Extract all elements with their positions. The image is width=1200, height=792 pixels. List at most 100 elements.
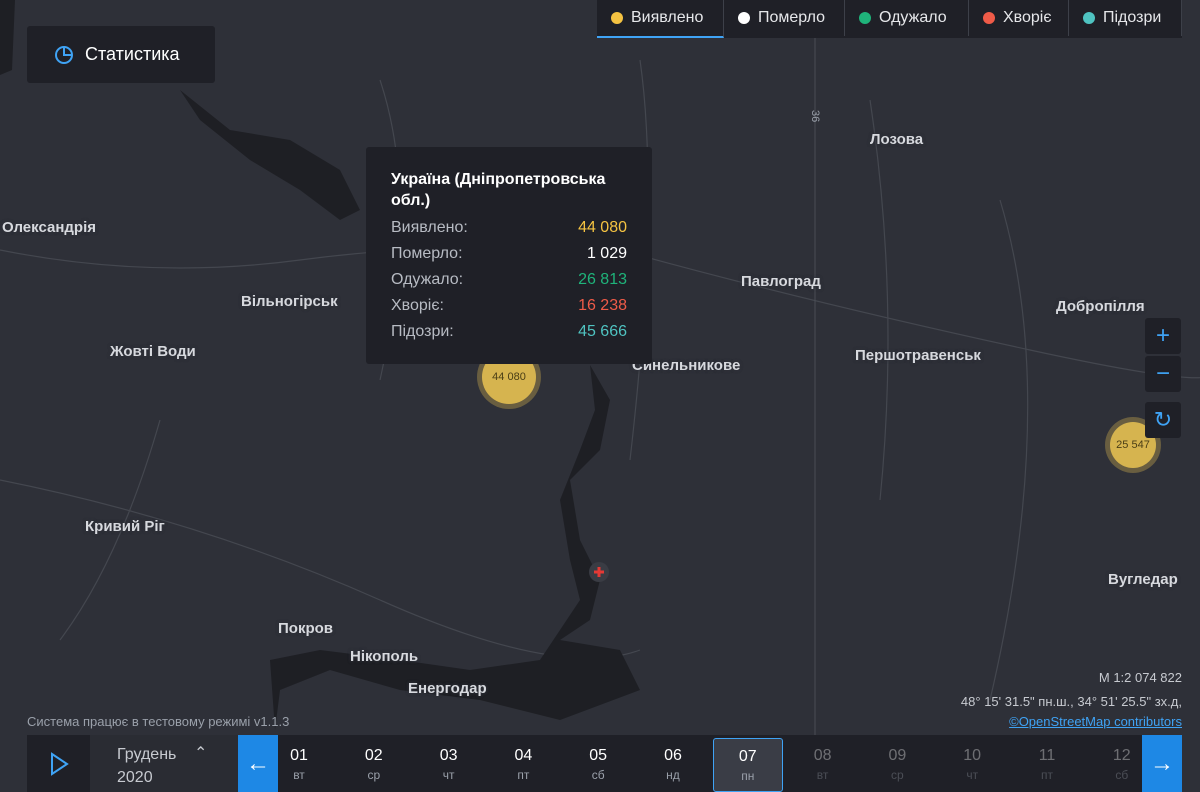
- weekday: сб: [591, 768, 605, 782]
- tooltip-row: Підозри: 45 666: [391, 323, 627, 341]
- row-value: 16 238: [578, 297, 627, 314]
- row-label: Виявлено:: [391, 219, 468, 236]
- day: 11 пт: [1012, 735, 1082, 792]
- zoom-out[interactable]: −: [1145, 356, 1181, 392]
- legend-dot: [611, 12, 623, 24]
- weekday: пт: [517, 768, 530, 782]
- legend-label: Хворіє: [1003, 9, 1052, 26]
- legend-label: Підозри: [1103, 9, 1162, 26]
- weekday: ср: [891, 768, 904, 782]
- day-number: 08: [813, 747, 832, 764]
- day-number: 10: [963, 747, 982, 764]
- row-label: Одужало:: [391, 271, 464, 288]
- tooltip-row: Хворіє: 16 238: [391, 297, 627, 315]
- place-label: Вільногірськ: [241, 293, 338, 310]
- legend-dot: [983, 12, 995, 24]
- day[interactable]: 06 нд: [638, 735, 708, 792]
- day-number: 01: [290, 747, 308, 764]
- legend-item[interactable]: Померло: [724, 0, 845, 36]
- legend-label: Виявлено: [631, 9, 704, 26]
- year: 2020: [117, 769, 153, 786]
- place-label: Покров: [278, 620, 333, 637]
- attribution[interactable]: ©OpenStreetMap contributors: [1009, 714, 1182, 729]
- row-value: 45 666: [578, 323, 627, 340]
- reset-button[interactable]: ↻: [1145, 402, 1181, 438]
- zoom-in[interactable]: +: [1145, 318, 1181, 354]
- tooltip-row: Виявлено: 44 080: [391, 219, 627, 237]
- stats-icon: [55, 45, 73, 64]
- day: 12 сб: [1087, 735, 1157, 792]
- legend-item[interactable]: Хворіє: [969, 0, 1069, 36]
- day-number: 12: [1112, 747, 1131, 764]
- weekday: сб: [1115, 768, 1129, 782]
- legend-item[interactable]: Одужало: [845, 0, 969, 36]
- day-number: 03: [439, 747, 458, 764]
- play-icon: [50, 751, 69, 776]
- day[interactable]: 05 сб: [563, 735, 633, 792]
- place-label: Лозова: [870, 131, 924, 148]
- day-number: 06: [664, 747, 682, 764]
- month: Грудень: [117, 746, 177, 763]
- scale: М 1:2 074 822: [1098, 670, 1182, 685]
- weekday: вт: [293, 768, 305, 782]
- place-label: Добропілля: [1056, 298, 1145, 315]
- place-label: Першотравенськ: [855, 347, 981, 364]
- day: 08 вт: [788, 735, 858, 792]
- day[interactable]: 03 чт: [414, 735, 484, 792]
- weekday: нд: [666, 768, 680, 782]
- row-value: 1 029: [586, 245, 627, 262]
- day-number: 07: [738, 748, 757, 765]
- tooltip-row: Одужало: 26 813: [391, 271, 627, 289]
- tooltip-row: Померло: 1 029: [391, 245, 627, 263]
- prev-button[interactable]: ←: [238, 735, 278, 792]
- month-picker[interactable]: Грудень 2020 ⌃: [90, 735, 238, 792]
- next-button[interactable]: →: [1142, 735, 1182, 792]
- legend-label: Одужало: [879, 9, 947, 26]
- place-label: Кривий Ріг: [85, 518, 165, 535]
- day: 10 чт: [937, 735, 1007, 792]
- road-label: 36: [809, 110, 821, 122]
- chevron: ⌃: [194, 745, 208, 762]
- weekday: пн: [741, 769, 755, 783]
- day[interactable]: 04 пт: [488, 735, 558, 792]
- tooltip-title: Україна (Дніпропетровська обл.): [391, 171, 606, 209]
- place-label: Олександрія: [2, 219, 96, 236]
- stats-label: Статистика: [85, 44, 180, 64]
- row-label: Померло:: [391, 245, 463, 262]
- day: 09 ср: [862, 735, 932, 792]
- legend-dot: [859, 12, 871, 24]
- legend-dot: [1083, 12, 1095, 24]
- day[interactable]: 07 пн: [712, 738, 783, 792]
- row-value: 44 080: [578, 219, 627, 236]
- day[interactable]: 01 вт: [264, 735, 334, 792]
- coordinates: 48° 15' 31.5" пн.ш., 34° 51' 25.5" зх.д,: [960, 694, 1182, 709]
- day-number: 05: [589, 747, 608, 764]
- row-label: Хворіє:: [391, 297, 444, 314]
- legend-label: Померло: [758, 9, 826, 26]
- place-label: Жовті Води: [110, 343, 196, 360]
- weekday: вт: [816, 768, 829, 782]
- play-button[interactable]: [27, 735, 90, 792]
- day-number: 02: [364, 747, 383, 764]
- stats-button[interactable]: Статистика: [27, 26, 215, 83]
- legend-item[interactable]: Підозри: [1069, 0, 1182, 36]
- weekday: чт: [442, 768, 455, 782]
- weekday: пт: [1041, 768, 1053, 782]
- place-label: Енергодар: [408, 680, 487, 697]
- weekday: чт: [966, 768, 979, 782]
- row-value: 26 813: [578, 271, 627, 288]
- place-label: Вугледар: [1108, 571, 1178, 588]
- legend-item[interactable]: Виявлено: [597, 0, 724, 38]
- place-label: Павлоград: [741, 273, 821, 290]
- day[interactable]: 02 ср: [339, 735, 409, 792]
- weekday: ср: [367, 768, 381, 782]
- day-number: 09: [888, 747, 907, 764]
- legend-dot: [738, 12, 750, 24]
- status: Система працює в тестовому режимі v1.1.3: [27, 714, 290, 729]
- row-label: Підозри:: [391, 323, 454, 340]
- place-label: Синельникове: [632, 357, 741, 374]
- tooltip: Україна (Дніпропетровська обл.) Виявлено…: [366, 147, 652, 364]
- place-label: Нікополь: [350, 648, 419, 665]
